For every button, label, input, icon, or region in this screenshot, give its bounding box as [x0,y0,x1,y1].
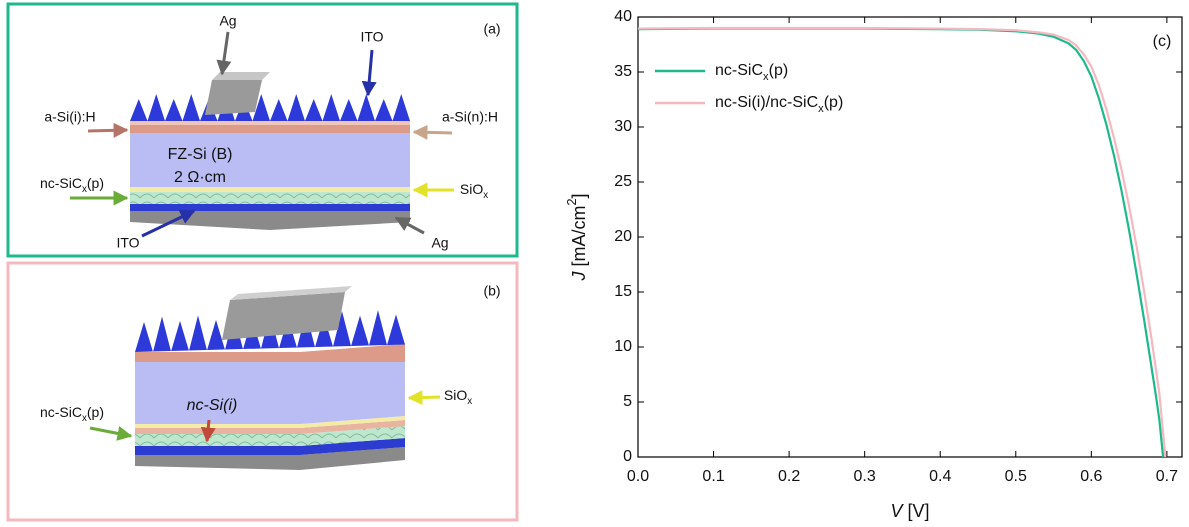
y-axis-label: J [mA/cm2] [565,193,588,281]
arrow [394,216,425,235]
arrow [216,31,232,76]
italic-text: J [569,271,589,282]
label: SiOx [444,387,472,407]
layer-ag [130,210,410,230]
arrow [141,209,196,238]
label: ITO [116,235,139,251]
text-part: nc-Si(i)/nc-SiC [715,94,818,111]
x-tick-label: 0.5 [1005,468,1027,485]
label: nc-Si(i) [187,397,238,414]
pyramids [130,94,410,121]
layer-ag [135,447,405,470]
plot-frame [637,16,1183,458]
text-part: (p) [87,404,104,420]
subscript: x [818,103,824,115]
layer-ito [130,204,410,211]
x-tick-label: 0.2 [778,468,800,485]
y-tick-label: 0 [623,448,632,465]
label: nc-SiCx(p) [40,175,104,195]
annotation: (c) [1153,33,1172,50]
panel-border [6,2,519,258]
y-tick-label: 25 [614,173,632,190]
subscript: x [763,71,769,83]
x-tick-label: 0.1 [702,468,724,485]
x-tick-label: 0.4 [929,468,951,485]
arrow [407,390,441,406]
subscript: x [483,190,488,201]
layer-bulk [135,354,405,424]
label: Ag [431,235,448,251]
y-tick-label: 40 [614,8,632,25]
text-part: (p) [824,94,844,111]
text-part: nc-SiC [715,62,763,79]
superscript: 2 [565,199,579,206]
ag-finger [205,80,262,115]
y-tick-label: 30 [614,118,632,135]
text-part: ] [569,193,589,198]
text-part: nc-SiC [40,404,82,420]
x-tick-label: 0.0 [627,468,649,485]
y-tick-label: 20 [614,228,632,245]
x-tick-label: 0.3 [854,468,876,485]
subscript: x [467,396,472,407]
text-part: SiO [460,181,483,197]
layer-siox [130,187,410,192]
subscript: x [82,184,87,195]
x-tick-label: 0.7 [1156,468,1178,485]
chart: 0.0 0.1 0.2 0.3 0.4 0.5 0.6 0.7 0 5 10 15 20 25 30 35 40… [565,8,1183,521]
label: a-Si(n):H [442,109,498,125]
panel-label: (a) [483,21,500,37]
x-tick-label: 0.6 [1080,468,1102,485]
text-part: SiO [444,387,467,403]
arrow [361,49,377,97]
y-tick-label: 5 [623,393,632,410]
panel-a: (a) Ag ITO a-Si(i):H a-Si(n):H FZ-Si (B)… [6,2,519,258]
x-axis-label: V [V] [890,501,929,521]
layer-asi [135,344,405,362]
arrow [412,124,453,140]
label: a-Si(i):H [44,109,95,125]
layer-siox [135,416,405,428]
label: ITO [360,29,383,45]
italic-text: nc-Si(i) [187,397,238,414]
arrow [89,426,133,441]
italic-text: V [890,501,904,521]
label: SiOx [460,181,488,201]
panel-b: (b) SiOx nc-SiCx(p) nc-Si(i) [6,261,519,522]
text-part: nc-SiC [40,175,82,191]
text-part: (p) [87,175,104,191]
layer-bulk [130,133,410,187]
label: Ag [219,13,236,29]
y-tick-label: 10 [614,338,632,355]
text-part: [mA/cm [569,206,589,272]
label: 2 Ω·cm [174,169,226,186]
panel-border [6,261,519,522]
panel-label: (b) [483,283,500,299]
legend-label: nc-SiCx(p) [715,62,788,83]
series-line [637,27,1165,458]
text-part: [V] [903,501,930,521]
series-line [637,26,1167,458]
text-part: (p) [769,62,789,79]
arrow [200,419,216,443]
layer-asi [130,125,410,133]
y-tick-label: 15 [614,283,632,300]
subscript: x [82,413,87,424]
layer-sicx [130,192,410,204]
layer-ito [135,438,405,455]
ag-finger [222,292,345,340]
label: nc-SiCx(p) [40,404,104,424]
label: FZ-Si (B) [168,146,233,163]
layer-asi2 [130,120,410,125]
y-tick-label: 35 [614,63,632,80]
arrow [87,122,129,138]
legend-label: nc-Si(i)/nc-SiCx(p) [715,94,843,115]
ag-finger-top [230,286,352,300]
